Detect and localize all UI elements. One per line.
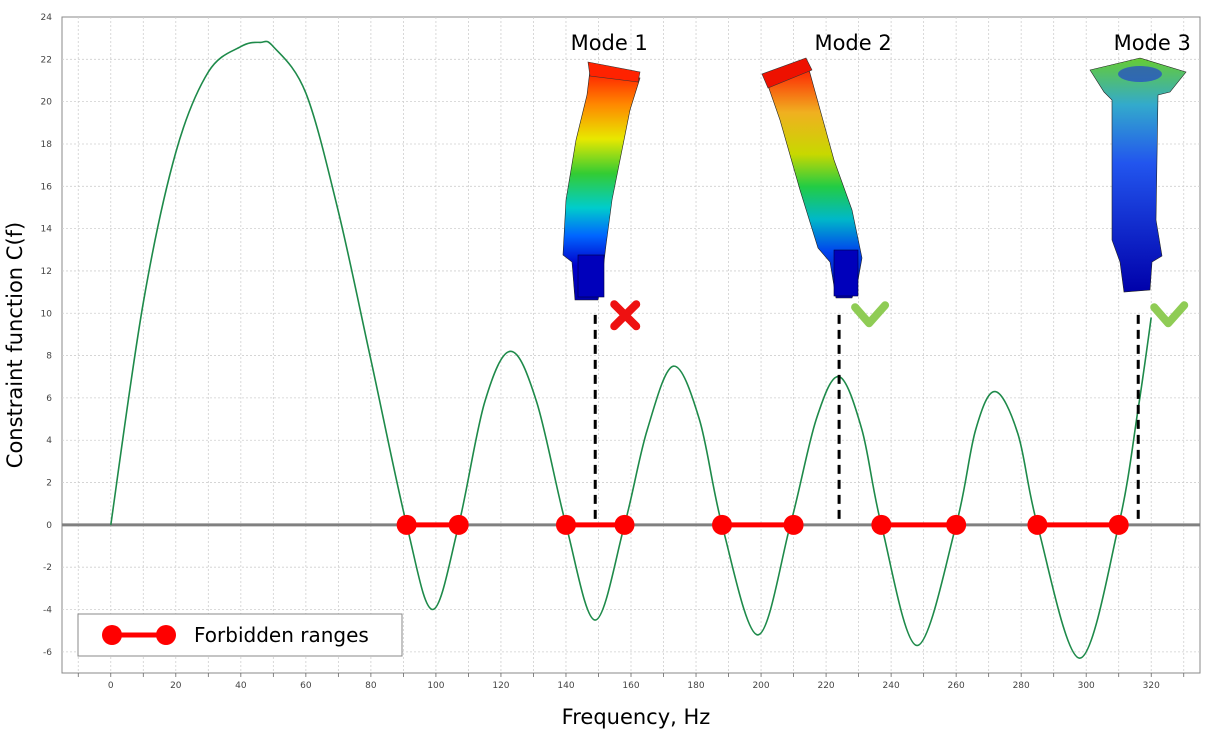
x-tick-label: 180: [687, 681, 704, 691]
forbidden-range-2-end-dot: [614, 514, 635, 535]
x-tick-label: 80: [365, 681, 377, 691]
x-tick-label: 200: [752, 681, 769, 691]
y-tick-label: 18: [41, 140, 53, 150]
forbidden-range-5-end-dot: [1108, 514, 1129, 535]
y-tick-label: 4: [46, 436, 52, 446]
forbidden-range-1-end-dot: [448, 514, 469, 535]
y-tick-label: -2: [43, 563, 52, 573]
mode-3-pass-icon: [1150, 301, 1189, 328]
y-tick-label: 12: [41, 267, 52, 277]
x-tick-label: 160: [622, 681, 639, 691]
forbidden-range-1-start-dot: [396, 514, 417, 535]
forbidden-range-4-start-dot: [871, 514, 892, 535]
forbidden-range-3-start-dot: [712, 514, 733, 535]
forbidden-range-5-start-dot: [1027, 514, 1048, 535]
mode-1-fail-icon: [610, 300, 641, 331]
x-tick-label: 240: [883, 681, 900, 691]
x-tick-label: 220: [817, 681, 834, 691]
mode-markers: Mode 1 Mode 2 Mode 3: [571, 31, 1191, 519]
legend-label: Forbidden ranges: [194, 623, 369, 647]
mode-2-pass-icon: [851, 301, 890, 328]
x-tick-label: 140: [557, 681, 574, 691]
y-tick-label: 6: [46, 394, 52, 404]
forbidden-range-4-end-dot: [946, 514, 967, 535]
mode-2-shape-image: [761, 57, 863, 299]
axis-ticks: 0 20 40 60 80 100 120 140 160 180 200 220 240 260 280 3…: [41, 13, 1185, 691]
y-tick-label: 10: [41, 309, 53, 319]
mode-1-label: Mode 1: [571, 31, 648, 55]
y-axis-label: Constraint function C(f): [3, 222, 27, 468]
y-tick-label: 2: [46, 479, 52, 489]
mode-3-label: Mode 3: [1114, 31, 1191, 55]
y-tick-label: 14: [41, 225, 53, 235]
x-tick-label: 20: [170, 681, 182, 691]
mode-1-shape-image: [562, 61, 641, 301]
forbidden-range-3-end-dot: [783, 514, 804, 535]
y-tick-label: 20: [41, 98, 53, 108]
legend-swatch-dot-right: [156, 625, 176, 645]
mode-3-shape-image: [1089, 57, 1187, 293]
y-tick-label: -4: [43, 606, 52, 616]
x-tick-label: 260: [948, 681, 965, 691]
grid: [62, 17, 1200, 673]
forbidden-ranges: [396, 514, 1129, 535]
y-tick-label: 16: [41, 182, 53, 192]
forbidden-range-2-start-dot: [555, 514, 576, 535]
x-tick-label: 280: [1013, 681, 1030, 691]
x-tick-label: 60: [300, 681, 312, 691]
constraint-curve: [110, 40, 1152, 660]
x-tick-label: 40: [235, 681, 247, 691]
x-axis-label: Frequency, Hz: [562, 705, 711, 729]
x-tick-label: 120: [492, 681, 509, 691]
legend: Forbidden ranges: [77, 613, 403, 657]
y-tick-label: 24: [41, 13, 53, 23]
legend-swatch-dot-left: [102, 625, 122, 645]
x-tick-label: 300: [1078, 681, 1095, 691]
mode-2-label: Mode 2: [814, 31, 891, 55]
y-tick-label: 22: [41, 55, 52, 65]
y-tick-label: 8: [46, 352, 52, 362]
x-tick-label: 0: [108, 681, 114, 691]
x-tick-label: 100: [427, 681, 444, 691]
y-tick-label: -6: [43, 648, 52, 658]
y-tick-label: 0: [46, 521, 52, 531]
x-tick-label: 320: [1143, 681, 1160, 691]
